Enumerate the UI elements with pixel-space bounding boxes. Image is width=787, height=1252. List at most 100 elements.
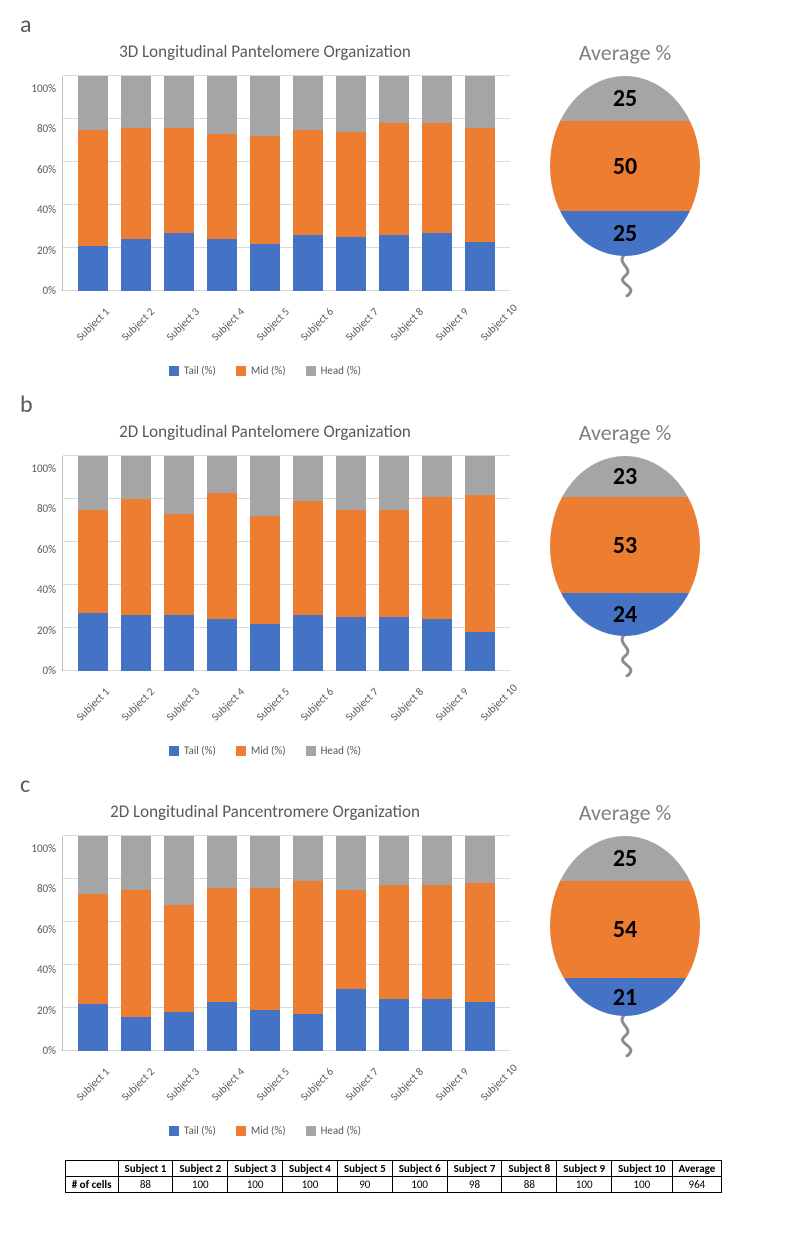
- table-header: Average: [672, 1161, 722, 1177]
- x-axis-label: Subject 10: [477, 1073, 507, 1103]
- legend: Tail (%) Mid (%) Head (%): [20, 364, 510, 377]
- x-axis-label: Subject 5: [253, 1073, 283, 1103]
- bar-seg-head: [121, 76, 151, 128]
- bar-seg-head: [207, 76, 237, 134]
- bar-seg-tail: [164, 615, 194, 671]
- table-cell: 100: [557, 1177, 612, 1193]
- x-axis-label: Subject 10: [477, 313, 507, 343]
- bar-9: [465, 456, 495, 671]
- bar-seg-mid: [207, 493, 237, 620]
- y-axis-tick: 60%: [20, 163, 56, 176]
- table-cell: 100: [392, 1177, 447, 1193]
- bar-5: [293, 456, 323, 671]
- ellipse-mid: 54: [550, 881, 700, 978]
- bar-seg-tail: [379, 235, 409, 291]
- bar-seg-mid: [379, 123, 409, 235]
- table-header: Subject 2: [173, 1161, 228, 1177]
- legend: Tail (%) Mid (%) Head (%): [20, 744, 510, 757]
- bar-seg-mid: [78, 510, 108, 613]
- table-cell: 88: [502, 1177, 557, 1193]
- bar-6: [336, 76, 366, 291]
- y-axis-tick: 0%: [20, 1044, 56, 1057]
- avg-ellipse: 25 54 21: [550, 836, 700, 1016]
- chart-title: 3D Longitudinal Pantelomere Organization: [20, 41, 510, 62]
- bar-8: [422, 76, 452, 291]
- bar-seg-head: [121, 836, 151, 890]
- bar-seg-tail: [336, 617, 366, 671]
- x-axis-label: Subject 9: [433, 693, 463, 723]
- table-row-label: # of cells: [65, 1177, 118, 1193]
- ellipse-tail: 21: [550, 978, 700, 1016]
- bar-seg-mid: [379, 510, 409, 618]
- avg-column: Average % 25 50 25: [510, 39, 740, 256]
- bar-seg-tail: [465, 1002, 495, 1051]
- x-axis-label: Subject 2: [119, 1073, 149, 1103]
- y-axis-tick: 20%: [20, 244, 56, 257]
- bar-seg-mid: [422, 123, 452, 233]
- bar-seg-mid: [121, 128, 151, 240]
- bar-seg-mid: [293, 881, 323, 1014]
- bar-8: [422, 836, 452, 1051]
- bar-3: [207, 76, 237, 291]
- bar-seg-head: [465, 76, 495, 128]
- x-axis-label: Subject 4: [209, 313, 239, 343]
- panel-label: a: [20, 10, 767, 39]
- y-axis-tick: 0%: [20, 664, 56, 677]
- bar-5: [293, 836, 323, 1051]
- y-axis-tick: 80%: [20, 122, 56, 135]
- bar-seg-tail: [78, 246, 108, 291]
- bar-6: [336, 456, 366, 671]
- bar-seg-tail: [207, 239, 237, 291]
- x-axis-label: Subject 8: [388, 313, 418, 343]
- sperm-tail-icon: [585, 632, 665, 677]
- y-axis-tick: 80%: [20, 502, 56, 515]
- sperm-tail-icon: [585, 1012, 665, 1057]
- bar-seg-head: [422, 76, 452, 123]
- x-axis-label: Subject 7: [343, 693, 373, 723]
- avg-title: Average %: [510, 39, 740, 66]
- table-cell: 100: [173, 1177, 228, 1193]
- x-axis-label: Subject 6: [298, 693, 328, 723]
- bar-seg-head: [379, 76, 409, 123]
- chart-title: 2D Longitudinal Pantelomere Organization: [20, 421, 510, 442]
- y-axis-tick: 40%: [20, 963, 56, 976]
- y-axis: 100%80%60%40%20%0%: [20, 76, 62, 291]
- x-axis-label: Subject 2: [119, 313, 149, 343]
- x-axis-label: Subject 7: [343, 1073, 373, 1103]
- panel-b: b 2D Longitudinal Pantelomere Organizati…: [20, 390, 767, 765]
- bar-seg-head: [336, 76, 366, 132]
- legend-head: Head (%): [306, 1124, 361, 1137]
- ellipse-head: 25: [550, 836, 700, 881]
- bar-6: [336, 836, 366, 1051]
- bar-seg-tail: [422, 999, 452, 1051]
- bar-seg-head: [293, 76, 323, 130]
- bar-9: [465, 836, 495, 1051]
- bar-seg-head: [379, 456, 409, 510]
- bar-seg-mid: [78, 894, 108, 1004]
- x-axis-label: Subject 8: [388, 693, 418, 723]
- bar-seg-head: [293, 456, 323, 501]
- panel-c: c 2D Longitudinal Pancentromere Organiza…: [20, 770, 767, 1145]
- bar-4: [250, 76, 280, 291]
- bar-seg-mid: [164, 905, 194, 1013]
- legend-head: Head (%): [306, 744, 361, 757]
- legend: Tail (%) Mid (%) Head (%): [20, 1124, 510, 1137]
- bar-4: [250, 836, 280, 1051]
- bar-1: [121, 456, 151, 671]
- y-axis: 100%80%60%40%20%0%: [20, 456, 62, 671]
- bar-seg-tail: [379, 999, 409, 1051]
- x-axis-label: Subject 5: [253, 693, 283, 723]
- bar-seg-tail: [164, 233, 194, 291]
- avg-ellipse: 23 53 24: [550, 456, 700, 636]
- bar-seg-head: [336, 456, 366, 510]
- x-axis: Subject 1Subject 2Subject 3Subject 4Subj…: [20, 671, 510, 706]
- x-axis: Subject 1Subject 2Subject 3Subject 4Subj…: [20, 291, 510, 326]
- x-axis-label: Subject 9: [433, 1073, 463, 1103]
- table-header: Subject 8: [502, 1161, 557, 1177]
- legend-mid: Mid (%): [236, 364, 286, 377]
- x-axis-label: Subject 10: [477, 693, 507, 723]
- bar-1: [121, 836, 151, 1051]
- bar-seg-tail: [121, 615, 151, 671]
- bar-seg-head: [336, 836, 366, 890]
- bar-seg-tail: [164, 1012, 194, 1051]
